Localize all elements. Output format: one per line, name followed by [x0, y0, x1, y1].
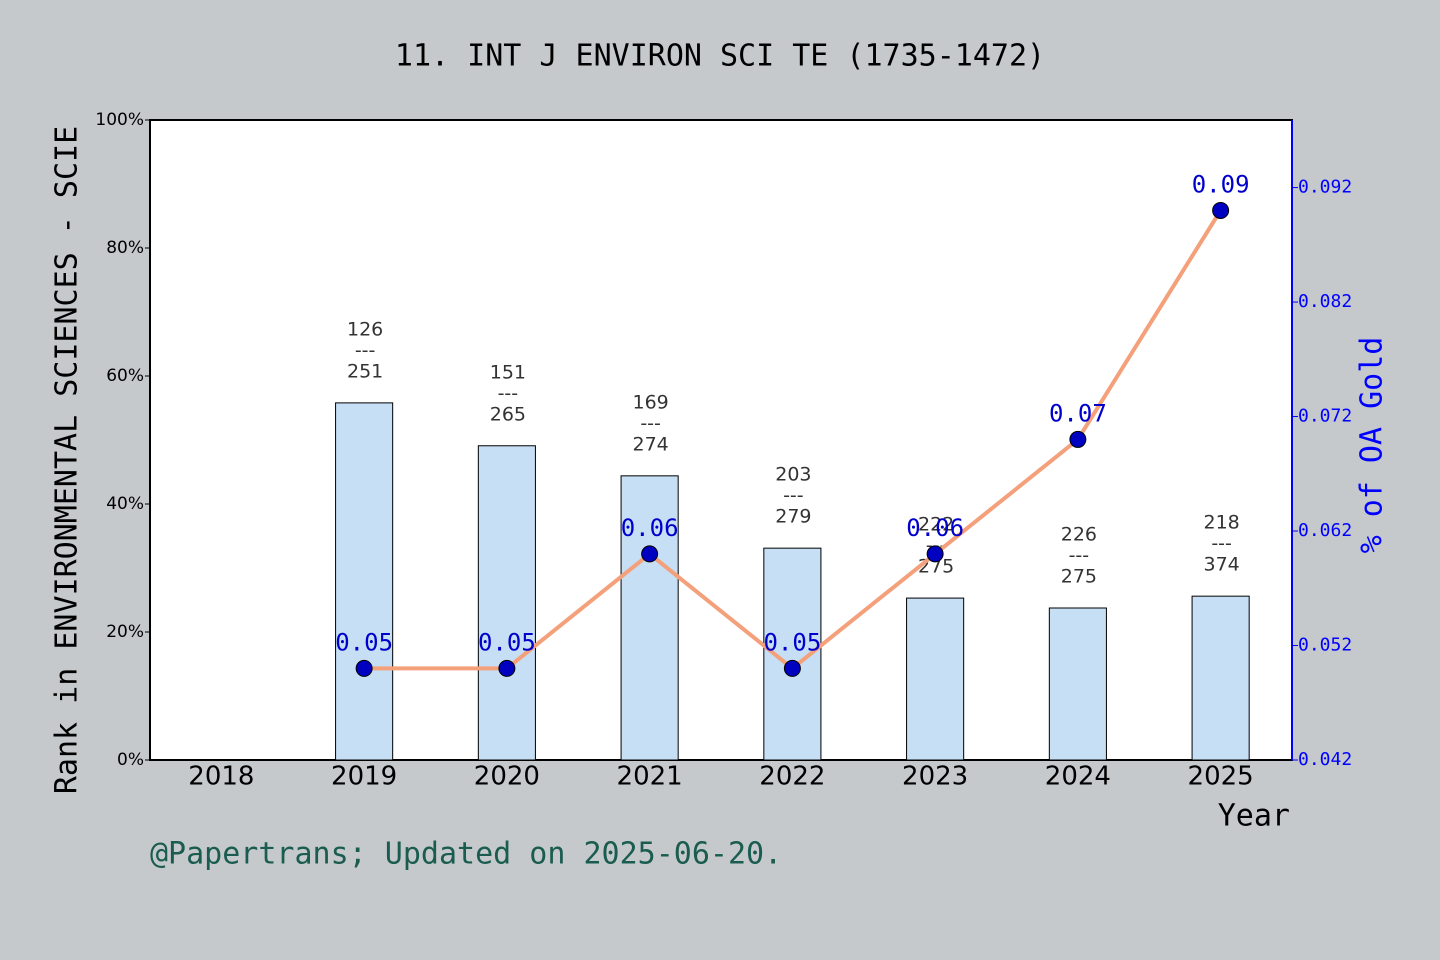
y2-tick-label: 0.062 [1298, 520, 1352, 541]
y-tick-label: 80% [106, 238, 144, 258]
marker [783, 659, 801, 677]
chart-title: 11. INT J ENVIRON SCI TE (1735-1472) [395, 39, 1045, 74]
footnote: @Papertrans; Updated on 2025-06-20. [150, 837, 782, 872]
total-label: 265 [490, 403, 526, 425]
marker [641, 545, 659, 563]
rank-separator: --- [1211, 533, 1232, 555]
total-label: 274 [632, 433, 668, 455]
rank-separator: --- [783, 485, 804, 507]
bar [335, 402, 394, 761]
y-axis-label: Rank in ENVIRONMENTAL SCIENCES - SCIE [50, 126, 85, 794]
marker [1069, 430, 1087, 448]
y-tick-label: 100% [95, 110, 144, 130]
value-label: 0.07 [1049, 399, 1107, 427]
y2-axis-label: % of OA Gold [1355, 337, 1390, 554]
x-tick-label: 2020 [474, 762, 540, 792]
y2-tick-label: 0.092 [1298, 177, 1352, 198]
x-tick-label: 2024 [1045, 762, 1111, 792]
marker [498, 659, 516, 677]
x-tick-label: 2018 [188, 762, 254, 792]
rank-separator: --- [498, 382, 519, 404]
marker [355, 659, 373, 677]
rank-label: 151 [490, 361, 526, 383]
y2-tick-label: 0.052 [1298, 635, 1352, 656]
rank-label: 226 [1061, 524, 1097, 546]
rank-label: 222 [918, 514, 954, 536]
y2-tick-label: 0.042 [1298, 749, 1352, 770]
bar [1191, 595, 1250, 761]
total-label: 279 [775, 506, 811, 528]
rank-separator: --- [355, 339, 376, 361]
bar [477, 445, 536, 761]
y-tick-label: 60% [106, 366, 144, 386]
rank-label: 203 [775, 464, 811, 486]
y-tick-label: 0% [117, 750, 144, 770]
value-label: 0.05 [335, 628, 393, 656]
bar [906, 597, 965, 761]
marker [1212, 201, 1230, 219]
value-label: 0.06 [621, 514, 679, 542]
rank-separator: --- [1069, 545, 1090, 567]
rank-label: 126 [347, 318, 383, 340]
rank-separator: --- [640, 412, 661, 434]
bar [1048, 607, 1107, 761]
bar [620, 475, 679, 761]
x-axis-label: Year [1218, 799, 1290, 834]
x-tick-label: 2022 [759, 762, 825, 792]
total-label: 251 [347, 360, 383, 382]
value-label: 0.09 [1192, 170, 1250, 198]
marker [926, 545, 944, 563]
rank-label: 218 [1203, 512, 1239, 534]
y2-tick-label: 0.082 [1298, 291, 1352, 312]
x-tick-label: 2021 [617, 762, 683, 792]
total-label: 374 [1203, 554, 1239, 576]
plot-area [149, 119, 1293, 761]
y2-tick-label: 0.072 [1298, 406, 1352, 427]
x-tick-label: 2025 [1188, 762, 1254, 792]
y-tick-label: 40% [106, 494, 144, 514]
value-label: 0.05 [763, 628, 821, 656]
total-label: 275 [1061, 566, 1097, 588]
value-label: 0.05 [478, 628, 536, 656]
rank-label: 169 [632, 391, 668, 413]
x-tick-label: 2019 [331, 762, 397, 792]
y-tick-label: 20% [106, 622, 144, 642]
x-tick-label: 2023 [902, 762, 968, 792]
value-label: 0.06 [906, 514, 964, 542]
